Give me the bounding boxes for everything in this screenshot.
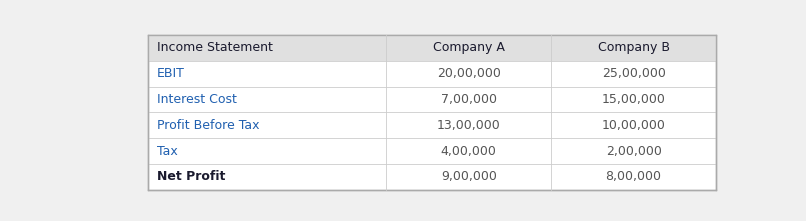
Text: 15,00,000: 15,00,000 xyxy=(601,93,666,106)
Text: Income Statement: Income Statement xyxy=(157,41,273,54)
Text: 9,00,000: 9,00,000 xyxy=(441,170,496,183)
Text: 13,00,000: 13,00,000 xyxy=(437,119,501,132)
Text: Company B: Company B xyxy=(597,41,670,54)
Text: Interest Cost: Interest Cost xyxy=(157,93,237,106)
Text: EBIT: EBIT xyxy=(157,67,185,80)
Text: Tax: Tax xyxy=(157,145,177,158)
Text: 4,00,000: 4,00,000 xyxy=(441,145,496,158)
Text: Profit Before Tax: Profit Before Tax xyxy=(157,119,260,132)
Text: 8,00,000: 8,00,000 xyxy=(605,170,662,183)
Text: Net Profit: Net Profit xyxy=(157,170,226,183)
Text: 25,00,000: 25,00,000 xyxy=(601,67,666,80)
Text: 7,00,000: 7,00,000 xyxy=(441,93,496,106)
Bar xyxy=(147,35,716,61)
Text: Company A: Company A xyxy=(433,41,505,54)
Text: 20,00,000: 20,00,000 xyxy=(437,67,501,80)
Text: 10,00,000: 10,00,000 xyxy=(601,119,666,132)
Text: 2,00,000: 2,00,000 xyxy=(605,145,662,158)
